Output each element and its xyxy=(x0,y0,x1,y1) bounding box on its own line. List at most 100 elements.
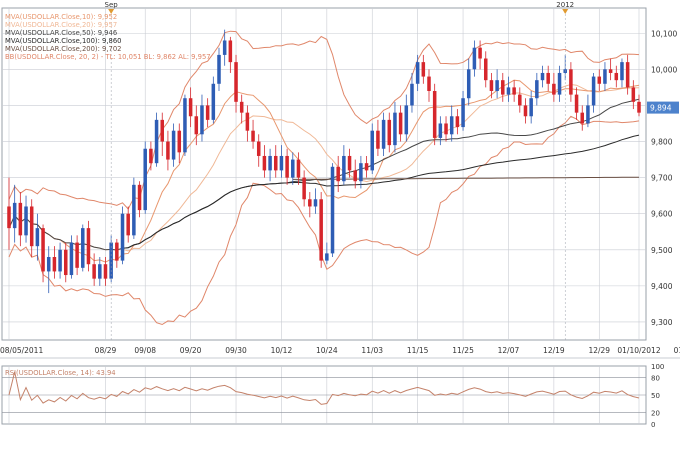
candle-body xyxy=(75,242,79,268)
x-tick-label: 08/05/2011 xyxy=(0,346,43,355)
y-tick-label: 9,800 xyxy=(651,138,673,147)
legend: MVA(USDOLLAR.Close,10): 9,952MVA(USDOLLA… xyxy=(5,13,211,377)
grid-lines xyxy=(2,8,646,424)
candle-body xyxy=(370,130,375,171)
top-markers: Sep 2012 xyxy=(105,1,574,340)
candle-body xyxy=(415,62,420,84)
candle-body xyxy=(444,123,448,135)
x-tick-label: 11/03 xyxy=(361,346,383,355)
candle-body xyxy=(466,69,471,99)
candle-body xyxy=(483,58,488,81)
x-tick-label: 09/08 xyxy=(134,346,156,355)
candle-body xyxy=(211,83,216,120)
y-tick-label: 10,000 xyxy=(651,65,677,74)
candle-body xyxy=(376,130,380,149)
candle-body xyxy=(461,98,465,128)
candle-body xyxy=(614,72,619,81)
candle-body xyxy=(342,155,346,182)
candle-body xyxy=(302,177,306,200)
candle-body xyxy=(410,83,414,106)
candle-body xyxy=(506,87,511,95)
candle-body xyxy=(285,155,289,178)
candle-body xyxy=(449,116,454,135)
candle-body xyxy=(438,123,443,138)
last-price-badge xyxy=(647,101,679,114)
candle-body xyxy=(495,80,499,91)
candle-body xyxy=(256,141,261,156)
candle-body xyxy=(319,199,323,261)
y-tick-label: 9,400 xyxy=(651,282,673,291)
candle-body xyxy=(160,119,165,142)
top-marker-label: 2012 xyxy=(556,1,574,9)
candle-body xyxy=(489,80,494,91)
x-tick-label: 12/19 xyxy=(543,346,565,355)
candle-body xyxy=(591,76,596,106)
y-tick-label: 10,100 xyxy=(651,29,677,38)
candle-body xyxy=(336,166,340,182)
candle-body xyxy=(381,119,386,149)
candle-body xyxy=(557,72,562,95)
x-tick-label: 09/20 xyxy=(180,346,202,355)
x-tick-label: 11/15 xyxy=(407,346,429,355)
candle-body xyxy=(608,69,613,73)
candle-body xyxy=(137,184,142,211)
candle-body xyxy=(63,249,68,276)
candle-body xyxy=(603,69,607,84)
candle-body xyxy=(41,228,45,272)
candle-body xyxy=(421,62,426,77)
last-price-label: 9,894 xyxy=(650,104,672,113)
candle-body xyxy=(188,98,193,117)
candle-body xyxy=(273,155,278,171)
candle-body xyxy=(12,202,17,229)
candle-body xyxy=(540,72,545,81)
candle-body xyxy=(69,242,74,276)
candle-body xyxy=(432,91,437,138)
candle-body xyxy=(86,228,91,265)
rsi-y-tick-label: 0 xyxy=(651,421,655,429)
x-axis-labels: 08/05/2011 08/29 09/08 09/20 09/30 10/12 10/24… xyxy=(0,346,680,355)
candle-body xyxy=(523,105,528,117)
candle-body xyxy=(501,80,505,95)
candle-body xyxy=(262,155,267,171)
bollinger-bands xyxy=(8,30,640,326)
candle-body xyxy=(631,87,636,102)
last-price-tag: 9,894 xyxy=(647,101,679,114)
candle-body xyxy=(154,119,159,164)
candle-body xyxy=(574,94,579,113)
candle-body xyxy=(427,76,431,91)
candles xyxy=(7,29,641,294)
candle-body xyxy=(120,213,125,261)
candle-body xyxy=(205,105,210,120)
x-tick-label: 08/29 xyxy=(95,346,117,355)
candle-body xyxy=(103,264,108,279)
candle-body xyxy=(637,101,641,113)
mva50-line xyxy=(8,98,640,251)
candle-body xyxy=(109,242,113,279)
candle-body xyxy=(52,257,57,272)
moving-averages xyxy=(8,79,640,263)
candle-body xyxy=(149,148,153,164)
candle-body xyxy=(296,159,301,178)
candle-body xyxy=(347,155,352,171)
x-tick-label: 10/12 xyxy=(271,346,293,355)
candle-body xyxy=(35,228,40,247)
candle-body xyxy=(597,76,602,84)
candle-body xyxy=(228,40,233,63)
candle-body xyxy=(251,130,255,142)
rsi-y-tick-label: 20 xyxy=(651,409,660,417)
legend-entry: MVA(USDOLLAR.Close,20): 9,957 xyxy=(5,21,117,29)
candle-body xyxy=(24,206,28,236)
top-marker-label: Sep xyxy=(105,1,119,9)
candle-body xyxy=(18,202,23,236)
bb-lower-line xyxy=(8,115,640,326)
candle-body xyxy=(472,47,477,70)
candle-body xyxy=(529,98,533,117)
x-tick-label: 01/10/2012 xyxy=(617,346,660,355)
y-tick-label: 9,300 xyxy=(651,318,673,327)
candle-body xyxy=(586,105,590,124)
candle-body xyxy=(313,199,318,207)
candle-body xyxy=(234,62,238,102)
mva10-line xyxy=(8,79,640,263)
candle-body xyxy=(245,112,250,131)
mva200-line xyxy=(292,176,639,180)
